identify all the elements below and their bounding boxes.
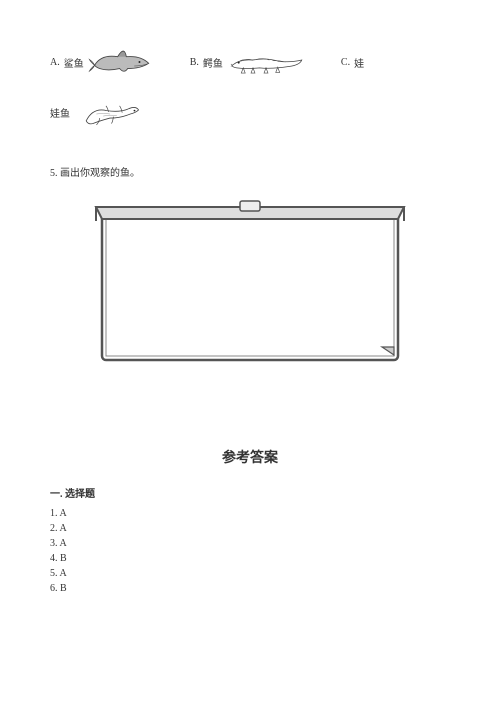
- answer-item: 4. B: [50, 551, 450, 566]
- answer-item: 2. A: [50, 521, 450, 536]
- question-options-row-1: A. 鲨鱼 B. 鳄鱼 C. 娃: [50, 40, 450, 84]
- salamander-icon: [76, 92, 144, 136]
- question-options-row-2: 娃鱼: [50, 92, 450, 136]
- answer-item: 3. A: [50, 536, 450, 551]
- option-c: C. 娃: [341, 55, 368, 70]
- answer-item: 5. A: [50, 566, 450, 581]
- crocodile-icon: [227, 44, 305, 80]
- option-b: B. 鳄鱼: [190, 44, 305, 80]
- answers-section-heading: 一. 选择题: [50, 485, 450, 500]
- option-b-letter: B.: [190, 57, 199, 68]
- option-a: A. 鲨鱼: [50, 40, 154, 84]
- drawing-area-wrap: [50, 197, 450, 367]
- answers-list: 1. A 2. A 3. A 4. B 5. A 6. B: [50, 506, 450, 596]
- option-a-label: 鲨鱼: [64, 55, 84, 70]
- answer-item: 1. A: [50, 506, 450, 521]
- option-c-letter: C.: [341, 57, 350, 68]
- clipboard-frame-icon: [90, 197, 410, 367]
- option-c-continuation: 娃鱼: [50, 105, 70, 120]
- option-a-letter: A.: [50, 57, 60, 68]
- shark-icon: [88, 40, 154, 84]
- option-c-label: 娃: [354, 55, 364, 70]
- option-b-label: 鳄鱼: [203, 55, 223, 70]
- answers-title: 参考答案: [50, 447, 450, 467]
- question-5-text: 5. 画出你观察的鱼。: [50, 164, 450, 179]
- answer-item: 6. B: [50, 581, 450, 596]
